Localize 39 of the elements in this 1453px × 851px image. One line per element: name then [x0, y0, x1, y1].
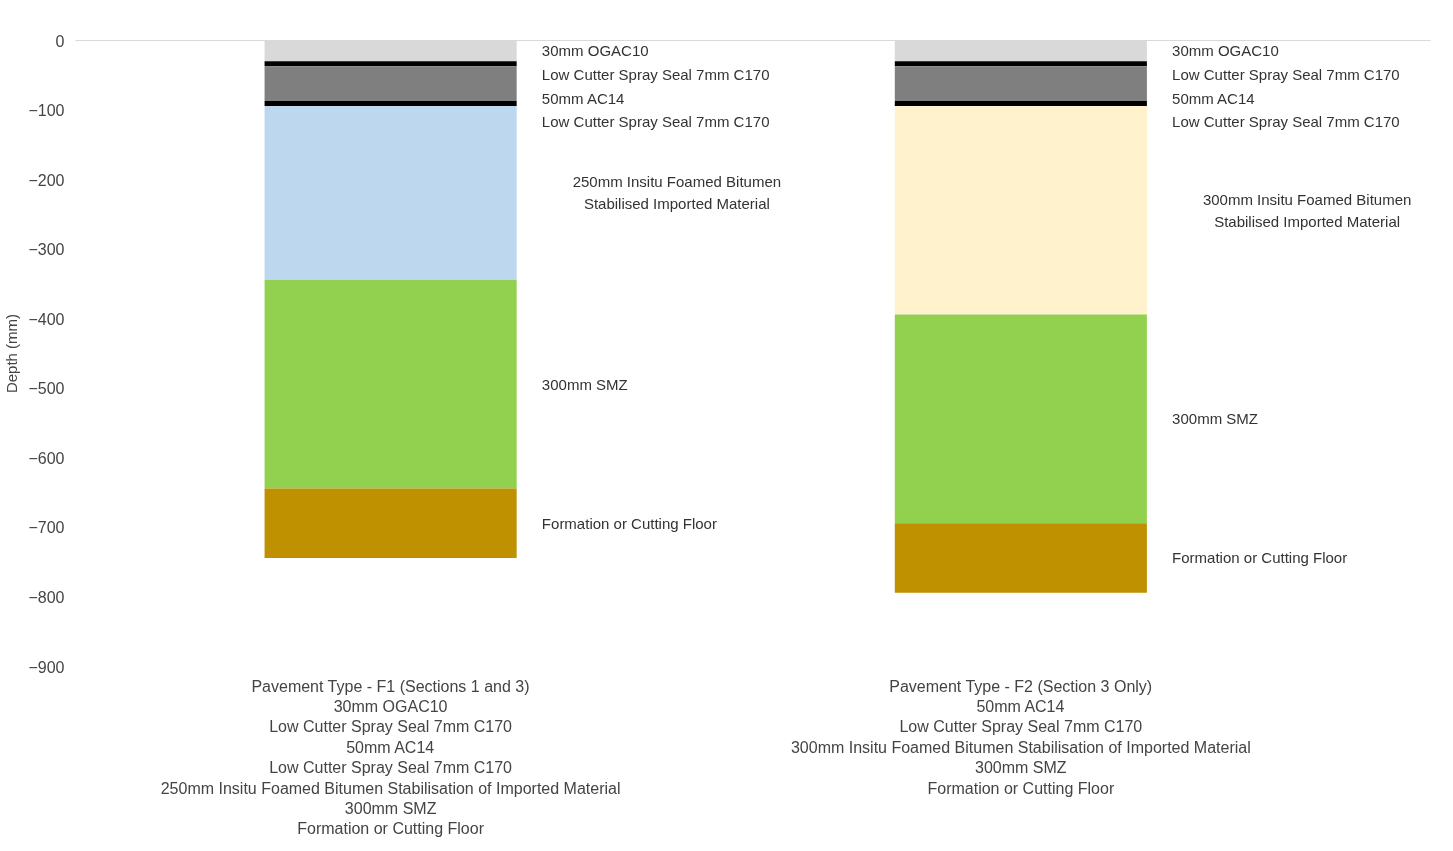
series-label: 30mm OGAC10 [1172, 42, 1279, 60]
y-tick-label: −200 [28, 171, 65, 189]
text: 30mm OGAC10 [541, 42, 649, 60]
y-tick-label: −700 [28, 519, 65, 537]
y-tick-label: 0 [55, 32, 65, 50]
y-axis-title: Depth (mm) [3, 313, 21, 394]
y-tick-label: −600 [28, 449, 65, 467]
bar [894, 101, 1147, 106]
y-tick-label: −300 [28, 241, 65, 259]
y-tick-label: −900 [28, 658, 65, 676]
bar [264, 105, 517, 280]
text: Low Cutter Spray Seal 7mm C170 [541, 66, 770, 84]
bar [264, 61, 517, 67]
text: Low Cutter Spray Seal 7mm C170 [541, 113, 770, 131]
text: 250mm Insitu Foamed Bitumen Stabilised Imported Material [572, 173, 782, 213]
bar [894, 314, 1147, 524]
y-tick-label: −500 [28, 380, 65, 398]
text: Formation or Cutting Floor [541, 514, 717, 532]
bar [264, 101, 517, 106]
x-tick-label: Pavement Type - F2 (Section 3 Only) 50mm AC14 Low Cutter Spray Seal 7mm C170 300mm Insitu Foamed Bitumen Stabilisation of Imported Material 300mm SMZ Formation or Cutting Floor [790, 677, 1251, 797]
series-label: Low Cutter Spray Seal 7mm C170 [1172, 66, 1400, 84]
bar [264, 488, 517, 558]
x-tick-label: Pavement Type - F1 (Sections 1 and 3) 30mm OGAC10 Low Cutter Spray Seal 7mm C170 50mm AC14 Low Cutter Spray Seal 7mm C170 250mm Insitu Foamed Bitumen Stabilisation of Imported Material 300mm SMZ Formation or Cutting Floor [160, 677, 621, 838]
text: 300mm Insitu Foamed Bitumen Stabilised Imported Material [1202, 190, 1412, 230]
series-label: 50mm AC14 [1172, 89, 1255, 107]
bar [264, 66, 517, 102]
y-tick-label: −100 [28, 102, 65, 120]
text: 50mm AC14 [541, 89, 625, 107]
bar [894, 66, 1147, 102]
bar [894, 105, 1147, 315]
series-label: 300mm SMZ [1172, 410, 1258, 428]
bar [264, 279, 517, 489]
series-label: Formation or Cutting Floor [1172, 549, 1348, 567]
text: 300mm SMZ [541, 375, 628, 393]
bar [894, 523, 1147, 593]
series-label: Low Cutter Spray Seal 7mm C170 [1172, 113, 1400, 131]
y-tick-label: −400 [28, 310, 65, 328]
bar [894, 61, 1147, 67]
y-tick-label: −800 [28, 588, 65, 606]
